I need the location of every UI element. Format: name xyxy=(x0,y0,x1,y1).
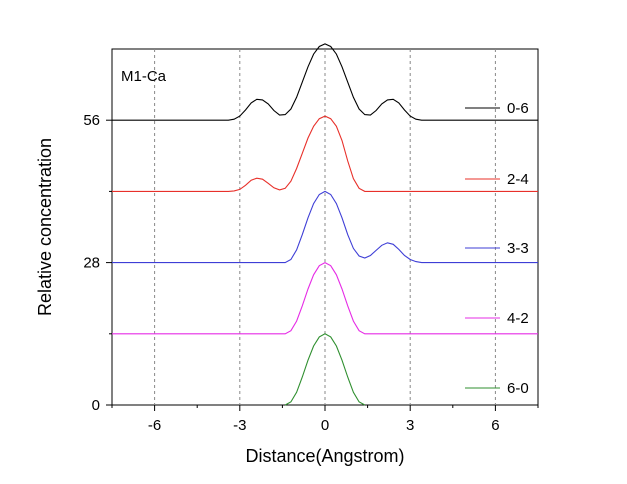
x-tick-label: 0 xyxy=(321,417,329,434)
x-tick-label: -6 xyxy=(148,417,161,434)
x-tick-label: 3 xyxy=(406,417,414,434)
legend-label-2-4: 2-4 xyxy=(507,171,529,188)
legend-label-0-6: 0-6 xyxy=(507,100,529,117)
panel-label: M1-Ca xyxy=(121,68,167,85)
legend-label-4-2: 4-2 xyxy=(507,310,529,327)
y-axis-title: Relative concentration xyxy=(35,138,55,316)
series-line-0-6 xyxy=(112,43,538,121)
series-line-2-4 xyxy=(112,115,538,192)
y-tick-label: 28 xyxy=(83,255,100,272)
legend-label-6-0: 6-0 xyxy=(507,380,529,397)
grid-lines xyxy=(154,49,496,405)
series-line-4-2 xyxy=(112,261,538,335)
x-tick-label: -3 xyxy=(233,417,246,434)
x-tick-label: 6 xyxy=(491,417,499,434)
series-layer xyxy=(112,43,538,406)
legend: 0-6 2-4 3-3 4-2 6-0 xyxy=(465,100,529,397)
legend-label-3-3: 3-3 xyxy=(507,240,529,257)
series-line-6-0 xyxy=(284,333,366,406)
x-axis-title: Distance(Angstrom) xyxy=(245,446,404,466)
series-line-3-3 xyxy=(112,190,538,264)
axes: -6 -3 0 3 6 0 28 56 xyxy=(83,112,539,434)
y-tick-label: 56 xyxy=(83,112,100,129)
y-tick-label: 0 xyxy=(92,397,100,414)
